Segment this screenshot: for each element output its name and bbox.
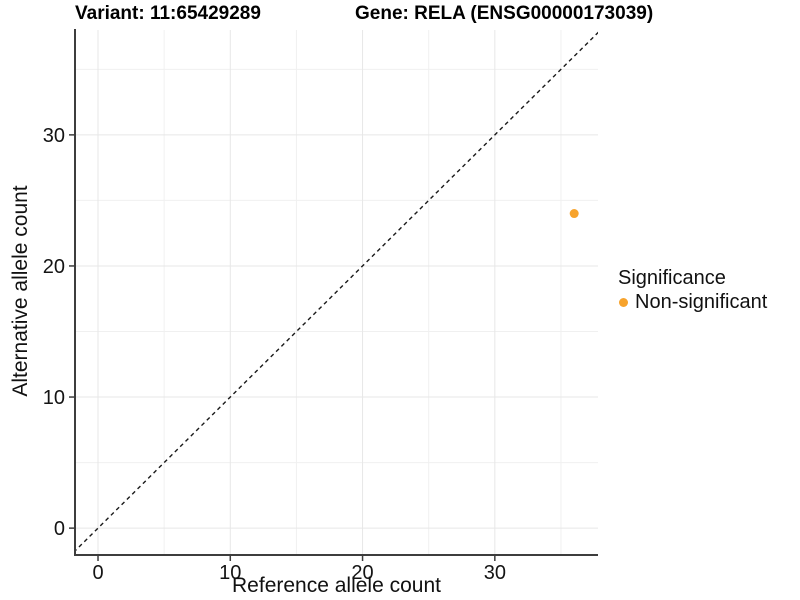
y-tick-label: 20: [43, 256, 65, 278]
grid-minor-group: [75, 30, 598, 555]
legend: Significance Non-significant: [616, 267, 767, 314]
y-tick-label: 0: [54, 518, 65, 540]
legend-key-dot: [619, 298, 628, 307]
legend-item-label: Non-significant: [635, 291, 768, 313]
x-tick-label: 20: [351, 562, 373, 584]
x-tick-label: 30: [484, 562, 506, 584]
y-tick-label: 30: [43, 125, 65, 147]
legend-item: Non-significant: [616, 291, 767, 314]
identity-line-group: [75, 31, 598, 552]
x-ticks-group: 0 10 20 30: [92, 555, 506, 584]
x-tick-label: 0: [92, 562, 103, 584]
x-tick-label: 10: [219, 562, 241, 584]
plot-title-gene: Gene: RELA (ENSG00000173039): [355, 3, 654, 24]
x-axis-label: Reference allele count: [232, 574, 441, 597]
y-tick-label: 10: [43, 387, 65, 409]
plot-title-variant: Variant: 11:65429289: [75, 3, 261, 24]
data-point: [569, 209, 579, 219]
y-axis-label: Alternative allele count: [9, 185, 32, 397]
identity-line: [75, 31, 598, 552]
legend-title: Significance: [618, 267, 726, 289]
y-ticks-group: 0 10 20 30: [43, 125, 75, 540]
points-group: [569, 209, 579, 219]
grid-major-group: [75, 30, 598, 555]
